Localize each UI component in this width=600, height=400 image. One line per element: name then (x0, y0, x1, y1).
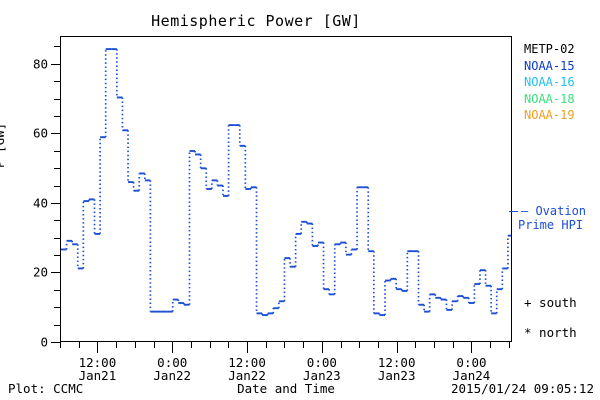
y-axis-label: 60 (32, 125, 48, 141)
x-axis-tick-minor (508, 342, 510, 348)
x-axis-title: Date and Time (237, 381, 335, 396)
legend-item-noaa-16[interactable]: NOAA-16 (524, 75, 575, 90)
plot-svg (61, 48, 511, 317)
x-axis-tick-minor (359, 342, 361, 348)
legend-marker-south: + south (524, 295, 577, 310)
y-axis-tick-minor (54, 98, 60, 100)
y-axis-tick-minor (54, 46, 60, 48)
x-axis-label-time: 12:00 (377, 355, 416, 370)
x-axis-tick-minor (134, 342, 136, 348)
x-axis-label: 12:00 Jan21 (79, 356, 117, 382)
x-axis-label: 12:00 Jan23 (378, 356, 416, 382)
x-axis-tick-minor (209, 342, 211, 348)
legend-ovation-label2: Prime HPI (518, 217, 584, 232)
x-axis-tick-major (471, 342, 473, 353)
x-axis-tick-minor (452, 342, 454, 348)
y-axis-tick-minor (54, 168, 60, 170)
y-axis-label: 0 (40, 334, 48, 350)
x-axis: 12:00 Jan21 0:00 Jan22 12:00 Jan22 0:00 Jan23 12… (60, 342, 512, 392)
y-axis-tick-minor (54, 255, 60, 257)
legend-item-metp-02[interactable]: METP-02 (524, 42, 575, 56)
x-axis-tick-major (247, 342, 249, 353)
y-axis-tick-minor (54, 289, 60, 291)
y-axis-tick-minor (54, 237, 60, 239)
x-axis-label: 0:00 Jan24 (453, 356, 491, 382)
y-axis-tick-major (51, 342, 60, 343)
x-axis-tick-minor (490, 342, 492, 348)
x-axis-tick-minor (415, 342, 417, 348)
y-axis-tick-minor (54, 150, 60, 152)
x-axis-label-date: Jan22 (228, 368, 266, 383)
plot-timestamp: 2015/01/24 09:05:12 (451, 381, 594, 396)
y-axis-title: P [GW] (0, 122, 7, 168)
x-axis-label-date: Jan22 (153, 368, 192, 383)
dashed-line-icon (509, 211, 518, 212)
legend-item-noaa-19[interactable]: NOAA-19 (524, 108, 575, 123)
y-axis: 0 20 40 60 80 (0, 36, 60, 350)
x-axis-label-date: Jan23 (377, 368, 416, 383)
x-axis-tick-major (97, 342, 99, 353)
x-axis-tick-minor (340, 342, 342, 348)
x-axis-tick-minor (60, 342, 61, 348)
legend-item-noaa-15[interactable]: NOAA-15 (524, 58, 575, 73)
y-axis-tick-major (51, 272, 60, 274)
legend-marker-north: * north (524, 325, 577, 340)
y-axis-tick-minor (54, 220, 60, 222)
y-axis-tick-major (51, 63, 60, 65)
legend-item-noaa-18[interactable]: NOAA-18 (524, 91, 575, 106)
x-axis-tick-minor (434, 342, 436, 348)
x-axis-tick-minor (116, 342, 118, 348)
y-axis-tick-major (51, 202, 60, 204)
legend-ovation-prime-hpi: — Ovation Prime HPI (509, 204, 600, 232)
x-axis-label: 0:00 Jan22 (153, 356, 191, 382)
y-axis-tick-minor (54, 307, 60, 309)
legend-ovation-label1: — Ovation (521, 204, 587, 218)
legend-ovation-line1: — Ovation (509, 204, 600, 219)
series-ovation-prime-hpi (61, 48, 511, 317)
x-axis-tick-minor (265, 342, 267, 348)
y-axis-label: 80 (32, 56, 48, 72)
x-axis-tick-major (172, 342, 174, 353)
y-axis-tick-minor (54, 81, 60, 83)
x-axis-label-date: Jan23 (303, 368, 341, 383)
x-axis-tick-minor (190, 342, 192, 348)
x-axis-tick-major (321, 342, 323, 353)
x-axis-label-time: 0:00 (157, 355, 188, 370)
x-axis-label: 0:00 Jan23 (303, 356, 341, 382)
y-axis-label: 20 (32, 264, 48, 280)
x-axis-label: 12:00 Jan22 (228, 356, 266, 382)
x-axis-label-date: Jan21 (78, 368, 117, 383)
x-axis-label-date: Jan24 (452, 368, 491, 383)
x-axis-tick-minor (284, 342, 286, 348)
x-axis-label-time: 12:00 (78, 355, 117, 370)
page-title: Hemispheric Power [GW] (151, 12, 361, 30)
y-axis-tick-minor (54, 115, 60, 117)
x-axis-tick-minor (153, 342, 155, 348)
plot-area (60, 36, 512, 342)
y-axis-label: 40 (32, 195, 48, 211)
x-axis-label-time: 0:00 (306, 355, 337, 370)
x-axis-label-time: 0:00 (456, 355, 487, 370)
x-axis-tick-minor (228, 342, 230, 348)
legend-satellites: METP-02 NOAA-15 NOAA-16 NOAA-18 NOAA-19 (524, 41, 575, 124)
x-axis-tick-minor (78, 342, 80, 348)
plot-credit: Plot: CCMC (8, 381, 84, 396)
x-axis-tick-minor (303, 342, 305, 348)
x-axis-tick-minor (377, 342, 379, 348)
y-axis-tick-minor (54, 324, 60, 326)
y-axis-tick-minor (54, 185, 60, 187)
y-axis-tick-major (51, 133, 60, 135)
x-axis-tick-major (396, 342, 398, 353)
x-axis-label-time: 12:00 (228, 355, 266, 370)
